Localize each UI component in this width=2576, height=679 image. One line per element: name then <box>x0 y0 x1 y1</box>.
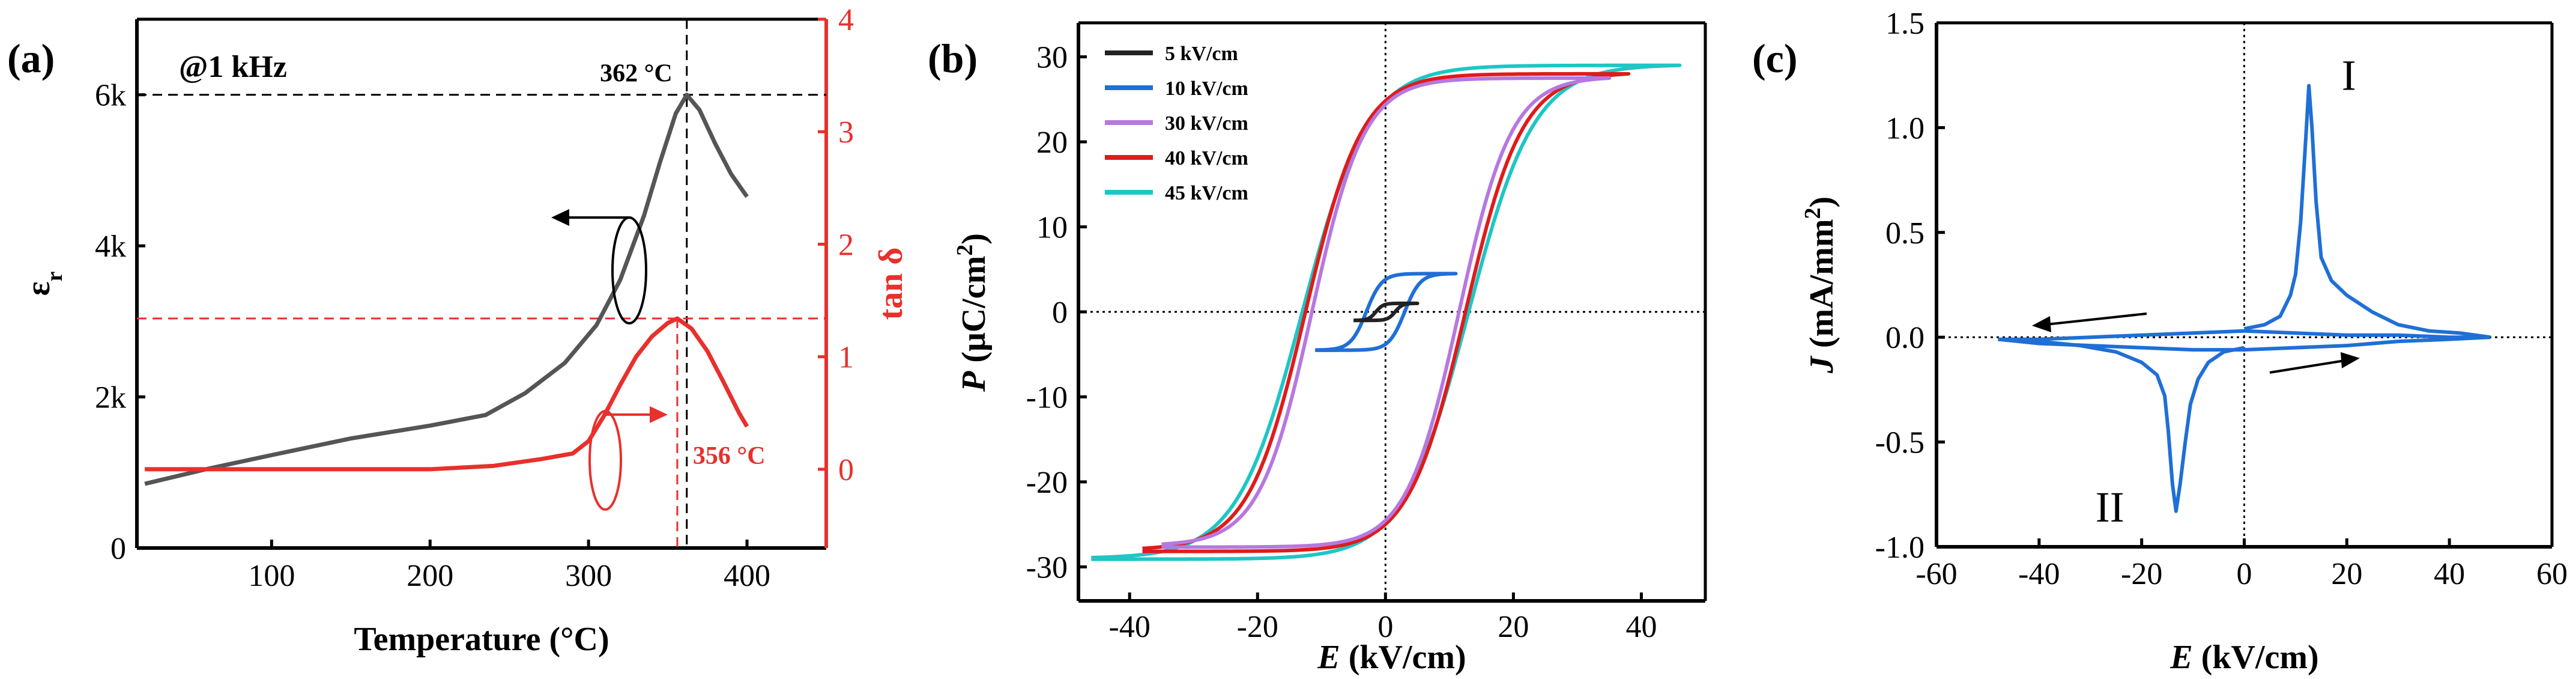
panel-label-a: (a) <box>7 35 55 81</box>
pe-loop <box>1161 76 1612 549</box>
legend-label: 5 kV/cm <box>1165 43 1238 65</box>
x-tick-label-c: -40 <box>2018 557 2060 591</box>
y-tick-label-b: -10 <box>1026 380 1068 415</box>
guides-a <box>137 19 826 548</box>
y-tick-label-b: 10 <box>1036 211 1068 245</box>
y-tick-label-left-a: 2k <box>95 381 126 415</box>
x-axis-label-a: Temperature (°C) <box>354 621 609 658</box>
y-tick-label-b: 30 <box>1036 41 1068 75</box>
pe-loop <box>1142 72 1631 553</box>
y-tick-label-b: 20 <box>1036 126 1068 160</box>
x-tick-label-c: -20 <box>2121 557 2162 591</box>
y-tick-label-right-a: 2 <box>838 228 854 262</box>
series-line-tan-delta <box>145 316 749 472</box>
legend-label: 45 kV/cm <box>1165 182 1248 204</box>
y-tick-label-right-a: 0 <box>838 453 854 487</box>
je-curve <box>1998 329 2491 341</box>
y-tick-label-c: -1.0 <box>1875 531 1924 565</box>
je-curve <box>2243 84 2491 340</box>
ticks-a: 100 200 300 400 0 2k 4k 6k 0 1 2 3 4 <box>95 3 854 593</box>
y-tick-label-c: 1.0 <box>1885 111 1924 145</box>
peak-label-I: I <box>2342 52 2356 100</box>
series-b <box>1091 63 1682 561</box>
je-curve <box>1998 337 2245 513</box>
panel-label-c: (c) <box>1752 35 1797 81</box>
tan-axis-indicator <box>588 406 668 511</box>
annotation-freq: @1 kHz <box>179 50 287 84</box>
x-tick-label-c: 20 <box>2331 557 2362 591</box>
x-tick-label-c: 40 <box>2434 557 2465 591</box>
x-axis-label-b: E (kV/cm) <box>1317 639 1466 676</box>
x-tick-label-a: 200 <box>407 559 453 593</box>
panel-label-b: (b) <box>928 35 978 81</box>
eps-peak-label: 362 °C <box>600 60 673 88</box>
series-line-permittivity <box>144 93 749 486</box>
peak-label-II: II <box>2096 483 2124 531</box>
eps-axis-indicator <box>551 209 647 324</box>
x-tick-label-b: 20 <box>1498 610 1529 644</box>
y-tick-label-b: -30 <box>1026 550 1068 585</box>
je-curve <box>1998 335 2491 352</box>
y-tick-label-c: 0.5 <box>1885 216 1924 251</box>
y-axis-label-b: P (μC/cm2) <box>952 233 993 392</box>
y-tick-label-c: 1.5 <box>1885 7 1924 41</box>
pe-loop <box>1091 63 1682 561</box>
y-tick-label-left-a: 6k <box>95 79 126 113</box>
y-axis-label-c: J (mA/mm2) <box>1800 196 1840 374</box>
legend-label: 30 kV/cm <box>1165 112 1248 135</box>
y-tick-label-c: -0.5 <box>1875 426 1924 460</box>
y-axis-label-left-a: εr <box>20 271 67 296</box>
tan-peak-label: 356 °C <box>693 442 766 470</box>
panel-c: (c) -60 -40 -20 0 20 40 60 -1.0 -0.5 0.0 0.5 1.0 1.5… <box>1752 7 2568 676</box>
ticks-b: -40 -20 0 20 40 -30 -20 -10 0 10 20 30 <box>1026 41 1657 644</box>
x-tick-label-b: -20 <box>1237 610 1278 644</box>
x-tick-label-a: 100 <box>248 559 295 593</box>
sweep-direction-arrows <box>2032 312 2360 374</box>
y-tick-label-left-a: 4k <box>95 230 126 264</box>
x-tick-label-a: 300 <box>565 559 612 593</box>
y-tick-label-right-a: 3 <box>838 115 854 150</box>
x-axis-label-c: E (kV/cm) <box>2169 639 2318 676</box>
x-tick-label-b: 40 <box>1625 610 1657 644</box>
zero-lines-b <box>1078 23 1705 601</box>
x-tick-label-c: 60 <box>2536 557 2568 591</box>
pe-loop <box>1352 301 1420 323</box>
legend-label: 10 kV/cm <box>1165 78 1248 100</box>
series-a <box>144 93 749 486</box>
legend-label: 40 kV/cm <box>1165 147 1248 169</box>
x-tick-label-b: -40 <box>1109 610 1150 644</box>
ticks-c: -60 -40 -20 0 20 40 60 -1.0 -0.5 0.0 0.5 1.0 1.5 <box>1875 7 2568 591</box>
legend-b: 5 kV/cm 10 kV/cm 30 kV/cm 40 kV/cm 45 kV/cm <box>1105 43 1248 204</box>
x-tick-label-c: 0 <box>2237 557 2252 591</box>
y-axis-label-right-a: tan δ <box>872 248 910 320</box>
y-tick-label-b: -20 <box>1026 466 1068 500</box>
y-tick-label-c: 0.0 <box>1885 321 1924 355</box>
y-tick-label-b: 0 <box>1052 296 1068 330</box>
series-c <box>1998 84 2491 513</box>
panel-a: (a) 100 200 300 400 0 2k 4k 6k 0 1 2 3 4 @1 kHz 362 … <box>7 3 910 658</box>
x-tick-label-c: -60 <box>1915 557 1957 591</box>
panel-b: (b) -40 -20 0 20 40 -30 -20 -10 0 10 20 30 5 kV/cm 1… <box>928 21 1707 676</box>
zero-lines-c <box>1937 23 2552 547</box>
y-tick-label-right-a: 1 <box>838 341 854 375</box>
y-tick-label-right-a: 4 <box>838 3 854 37</box>
x-tick-label-a: 400 <box>724 559 770 593</box>
y-tick-label-left-a: 0 <box>110 532 126 566</box>
x-tick-label-b: 0 <box>1377 610 1393 644</box>
